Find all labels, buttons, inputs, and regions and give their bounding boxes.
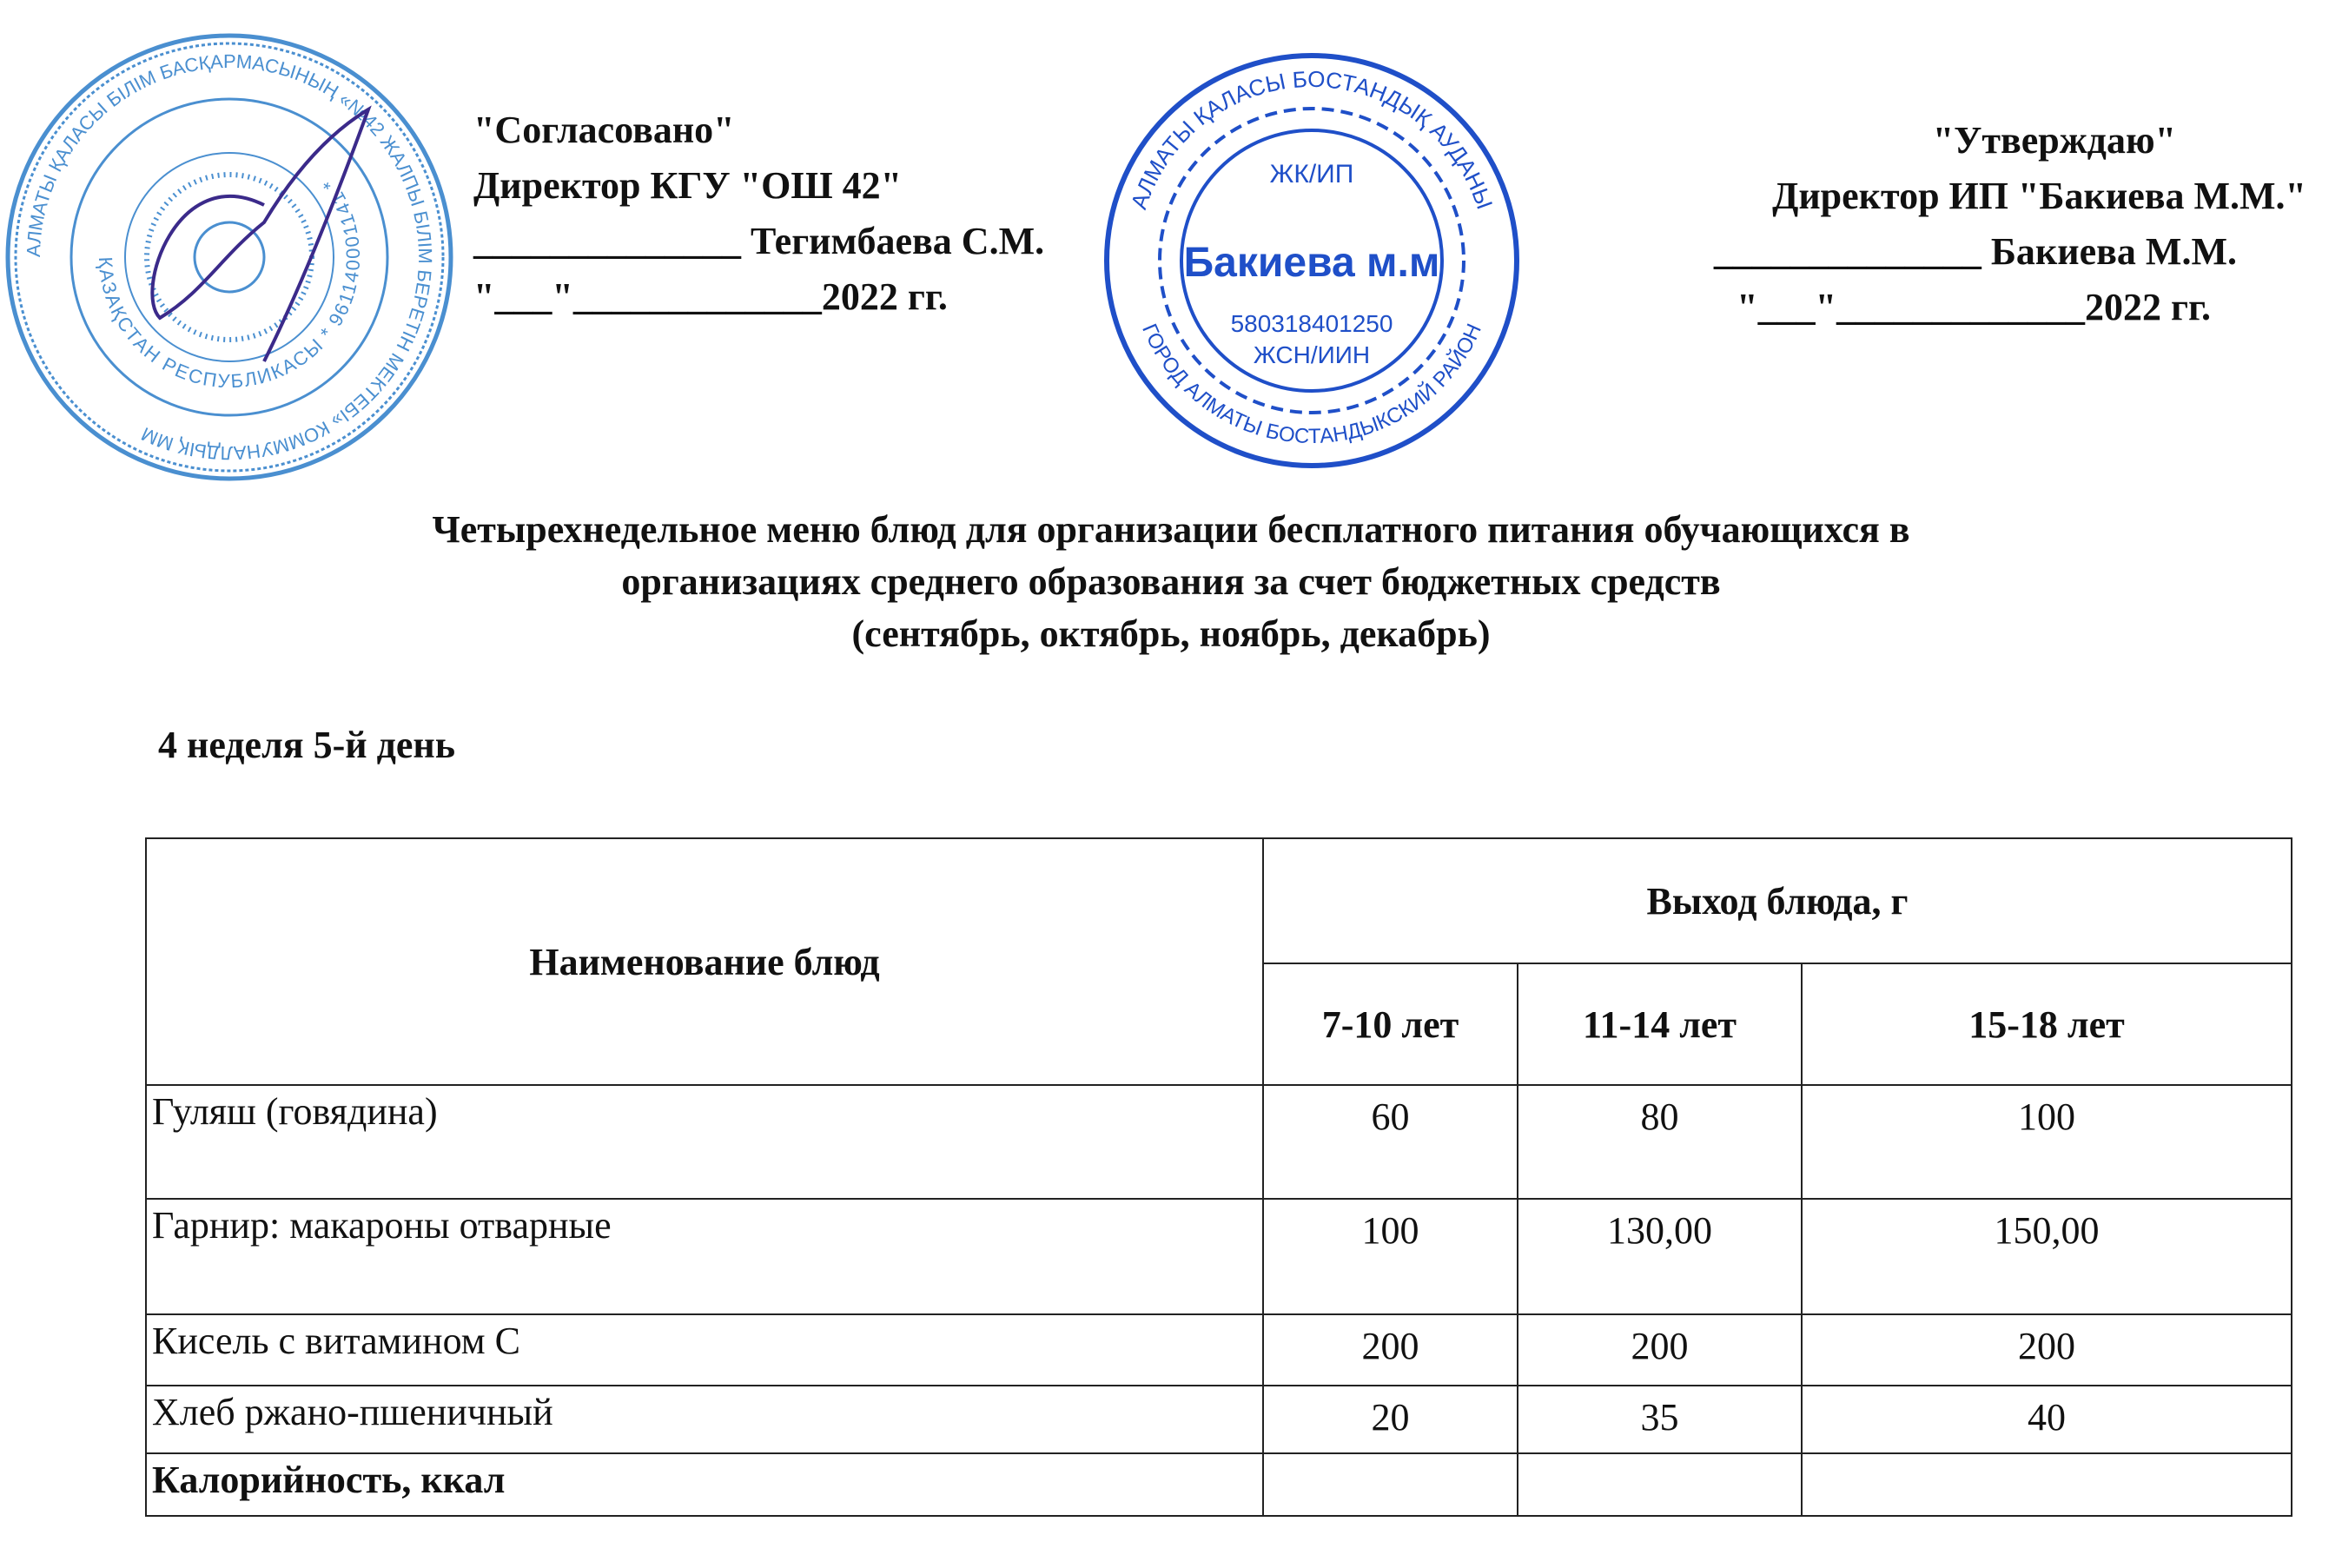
- portion-value: 80: [1517, 1084, 1803, 1200]
- approval-right-signature-line: ______________ Бакиева М.М.: [1713, 230, 2237, 273]
- portion-value: 130,00: [1517, 1198, 1803, 1315]
- svg-text:АЛМАТЫ ҚАЛАСЫ БОСТАНДЫҚ АУДАНЫ: АЛМАТЫ ҚАЛАСЫ БОСТАНДЫҚ АУДАНЫ: [1126, 66, 1498, 213]
- approval-left: "Согласовано" Директор КГУ "ОШ 42" _____…: [473, 103, 1044, 325]
- portion-value: 20: [1262, 1385, 1518, 1454]
- dish-name: Кисель с витамином С: [145, 1313, 1264, 1386]
- stamp-right-outer-top: АЛМАТЫ ҚАЛАСЫ БОСТАНДЫҚ АУДАНЫ: [1126, 66, 1498, 213]
- portion-value: 200: [1262, 1313, 1518, 1386]
- col-header-name: Наименование блюд: [145, 837, 1264, 1086]
- svg-text:ГОРОД АЛМАТЫ БОСТАНДЫКСКИЙ РАЙ: ГОРОД АЛМАТЫ БОСТАНДЫКСКИЙ РАЙОН: [1137, 321, 1486, 448]
- table-row: Кисель с витамином С 200 200 200: [145, 1313, 2292, 1386]
- stamp-right-outer-bottom: ГОРОД АЛМАТЫ БОСТАНДЫКСКИЙ РАЙОН: [1137, 321, 1486, 448]
- svg-text:ҚАЗАҚСТАН РЕСПУБЛИКАСЫ * 96114: ҚАЗАҚСТАН РЕСПУБЛИКАСЫ * 961140001141 *: [95, 173, 364, 392]
- document-title: Четырехнедельное меню блюд для организац…: [0, 504, 2342, 660]
- calories-value: [1801, 1452, 2292, 1517]
- table-total-row: Калорийность, ккал: [145, 1452, 2292, 1517]
- col-header-output: Выход блюда, г: [1262, 837, 2292, 964]
- stamp-right-number: 580318401250: [1231, 310, 1393, 337]
- approval-right-date-line: "___"_____________2022 гг.: [1737, 286, 2211, 328]
- title-line-1: Четырехнедельное меню блюд для организац…: [432, 508, 1910, 551]
- stamp-left-inner-text: ҚАЗАҚСТАН РЕСПУБЛИКАСЫ * 961140001141 *: [95, 173, 362, 392]
- approval-left-position: Директор КГУ "ОШ 42": [473, 164, 903, 207]
- menu-table: Наименование блюд Выход блюда, г 7-10 ле…: [145, 837, 2292, 1517]
- col-header-age-3: 15-18 лет: [1801, 963, 2292, 1086]
- col-header-age-1: 7-10 лет: [1262, 963, 1518, 1086]
- stamp-right-line1: ЖК/ИП: [1270, 160, 1354, 189]
- portion-value: 40: [1801, 1385, 2292, 1454]
- table-header-row: Наименование блюд Выход блюда, г: [145, 837, 2292, 1086]
- title-line-3: (сентябрь, октябрь, ноябрь, декабрь): [851, 612, 1491, 655]
- stamp-right-name: Бакиева м.м: [1184, 240, 1440, 286]
- approval-right: "Утверждаю" Директор ИП "Бакиева М.М." _…: [1542, 113, 2306, 335]
- ip-seal-stamp: АЛМАТЫ ҚАЛАСЫ БОСТАНДЫҚ АУДАНЫ ГОРОД АЛМ…: [1104, 53, 1519, 468]
- approval-right-position: Директор ИП "Бакиева М.М.": [1772, 175, 2306, 217]
- dish-name: Хлеб ржано-пшеничный: [145, 1385, 1264, 1454]
- title-line-2: организациях среднего образования за сче…: [621, 560, 1721, 603]
- calories-value: [1262, 1452, 1518, 1517]
- portion-value: 150,00: [1801, 1198, 2292, 1315]
- stamp-right-line4: ЖСН/ИИН: [1254, 341, 1370, 368]
- approval-left-date-line: "___"_____________2022 гг.: [473, 275, 948, 318]
- school-seal-stamp: АЛМАТЫ ҚАЛАСЫ БІЛІМ БАСҚАРМАСЫНЫҢ «№42 Ж…: [5, 33, 453, 481]
- table-subheader-row: 7-10 лет 11-14 лет 15-18 лет: [146, 963, 2292, 1086]
- signature-left: [150, 105, 372, 362]
- table-row: Хлеб ржано-пшеничный 20 35 40: [145, 1385, 2292, 1454]
- dish-name: Гуляш (говядина): [145, 1084, 1264, 1200]
- day-label: 4 неделя 5-й день: [158, 724, 455, 766]
- table-row: Гарнир: макароны отварные 100 130,00 150…: [145, 1198, 2292, 1315]
- col-header-age-2: 11-14 лет: [1517, 963, 1803, 1086]
- calories-label: Калорийность, ккал: [145, 1452, 1264, 1517]
- portion-value: 60: [1262, 1084, 1518, 1200]
- portion-value: 100: [1262, 1198, 1518, 1315]
- portion-value: 200: [1517, 1313, 1803, 1386]
- calories-value: [1517, 1452, 1803, 1517]
- approval-left-signature-line: ______________ Тегимбаева С.М.: [473, 220, 1045, 262]
- portion-value: 100: [1801, 1084, 2292, 1200]
- approval-left-heading: "Согласовано": [473, 109, 735, 151]
- dish-name: Гарнир: макароны отварные: [145, 1198, 1264, 1315]
- approval-right-heading: "Утверждаю": [1932, 119, 2176, 162]
- portion-value: 200: [1801, 1313, 2292, 1386]
- table-row: Гуляш (говядина) 60 80 100: [145, 1084, 2292, 1200]
- portion-value: 35: [1517, 1385, 1803, 1454]
